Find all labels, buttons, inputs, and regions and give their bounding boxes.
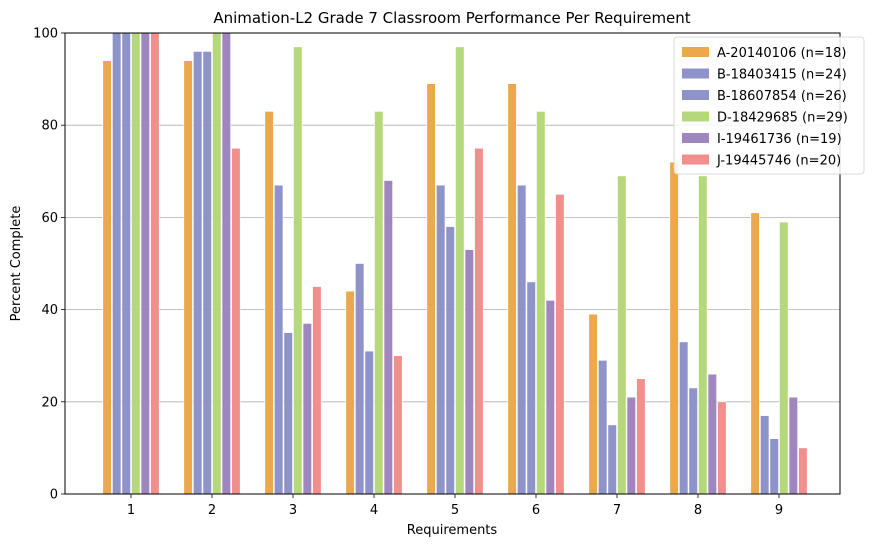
bar <box>779 221 789 495</box>
x-axis-ticks: 1 2 3 4 5 6 7 8 9 <box>127 494 783 518</box>
bar <box>474 147 484 495</box>
bar <box>364 350 374 495</box>
legend-swatch <box>682 68 709 79</box>
y-tick-label: 20 <box>41 395 58 410</box>
bar <box>769 438 779 495</box>
bar <box>374 111 384 495</box>
legend-label: I-19461736 (n=19) <box>717 132 842 147</box>
y-tick-label: 40 <box>41 303 58 318</box>
bar <box>445 226 455 495</box>
bar <box>507 83 517 495</box>
bar <box>426 83 436 495</box>
bar <box>555 194 565 495</box>
bar <box>183 60 193 495</box>
bar <box>636 378 646 495</box>
plot-frame <box>64 32 841 495</box>
x-tick-label: 2 <box>208 503 216 518</box>
bar <box>345 290 355 495</box>
x-tick-label: 4 <box>370 503 378 518</box>
legend-swatch <box>682 111 709 122</box>
bar <box>788 396 798 495</box>
x-tick-label: 5 <box>451 503 459 518</box>
x-tick-label: 3 <box>289 503 297 518</box>
bar <box>312 286 322 495</box>
legend-swatch <box>682 133 709 143</box>
y-tick-label: 80 <box>41 119 58 134</box>
bar <box>698 175 708 495</box>
bar <box>274 184 284 495</box>
y-tick-label: 60 <box>41 211 58 226</box>
bar <box>536 111 546 495</box>
bar <box>464 249 474 495</box>
legend-label: D-18429685 (n=29) <box>717 111 848 126</box>
y-axis-ticks: 0 20 40 60 80 100 <box>33 27 65 503</box>
bar <box>150 32 160 495</box>
bar <box>750 212 760 495</box>
bar <box>283 332 293 495</box>
bar <box>526 281 536 495</box>
bars <box>102 32 808 495</box>
bar <box>131 32 141 495</box>
bar <box>102 60 112 495</box>
x-tick-label: 7 <box>613 503 621 518</box>
legend-label: J-19445746 (n=20) <box>716 154 841 169</box>
bar <box>112 32 122 495</box>
bar <box>798 447 808 495</box>
chart-title: Animation-L2 Grade 7 Classroom Performan… <box>213 9 690 27</box>
legend: A-20140106 (n=18) B-18403415 (n=24) B-1860… <box>673 36 865 175</box>
bar <box>121 32 131 495</box>
bar <box>436 184 446 495</box>
x-tick-label: 1 <box>127 503 135 518</box>
legend-swatch <box>682 154 709 165</box>
bar <box>517 184 527 495</box>
legend-label: A-20140106 (n=18) <box>717 46 846 61</box>
x-axis-label: Requirements <box>407 523 498 538</box>
bar <box>212 32 222 495</box>
bar <box>707 373 717 495</box>
y-axis-label: Percent Complete <box>9 206 24 322</box>
bar <box>588 313 598 495</box>
y-tick-label: 100 <box>33 27 58 42</box>
bar <box>760 415 770 495</box>
bar <box>302 323 312 495</box>
bar <box>688 387 698 495</box>
legend-swatch <box>682 90 709 100</box>
legend-box <box>673 36 865 175</box>
x-tick-label: 6 <box>532 503 540 518</box>
bar <box>607 424 617 495</box>
bar <box>393 355 403 495</box>
bar <box>140 32 150 495</box>
y-tick-label: 0 <box>50 488 58 503</box>
bar <box>626 396 636 495</box>
bar <box>598 360 608 495</box>
bar <box>669 161 679 495</box>
bar <box>264 111 274 495</box>
legend-swatch <box>682 47 709 57</box>
bar <box>679 341 689 495</box>
bar <box>717 401 727 495</box>
bar <box>221 32 231 495</box>
bar <box>293 46 303 495</box>
legend-label: B-18403415 (n=24) <box>717 68 847 83</box>
bar <box>231 147 241 495</box>
bar <box>617 175 627 495</box>
x-tick-label: 8 <box>694 503 702 518</box>
bar <box>383 180 393 495</box>
bar <box>193 51 203 495</box>
bar <box>202 51 212 495</box>
bar <box>455 46 465 495</box>
bar <box>355 263 365 495</box>
legend-label: B-18607854 (n=26) <box>717 89 847 104</box>
bar <box>545 300 555 495</box>
x-tick-label: 9 <box>775 503 783 518</box>
